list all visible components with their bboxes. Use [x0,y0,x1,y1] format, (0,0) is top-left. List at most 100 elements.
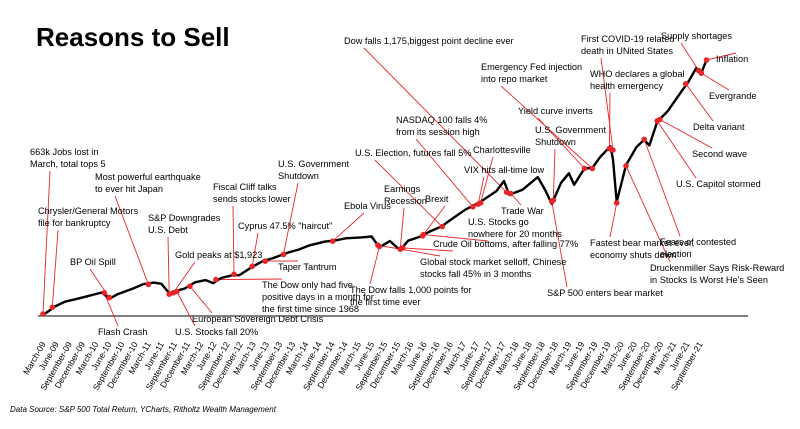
annotation-line: Fiscal Cliff talks [213,182,277,192]
annotation-label: Emergency Fed injection into repo market [481,62,582,84]
annotation-label: NASDAQ 100 falls 4% from its session high [396,115,487,137]
annotation-leader [608,92,611,149]
annotation-line: The Dow only had five [262,280,353,290]
annotation-label: Fastest bear market ever, economy shuts d… [590,238,694,260]
event-marker [420,231,427,238]
annotation-leader [659,119,713,149]
annotation-line: U.S. Government [535,125,606,135]
event-marker [654,118,660,124]
annotation-line: Inflation [716,54,748,64]
annotation-leader [625,165,671,263]
annotation-label: The Dow only had five positive days in a … [262,280,374,314]
annotation-leader [399,207,405,250]
annotation-label: Evergrande [709,91,757,101]
event-marker [231,271,237,278]
annotation-leader [477,176,485,205]
annotation-label: S&P 500 enters bear market [547,288,663,298]
annotation-leader [685,83,714,122]
event-marker [262,258,269,264]
annotation-line: First COVID-19 related [581,34,674,44]
event-marker [101,290,108,296]
annotation-line: WHO declares a global [590,69,684,79]
annotation-label: First COVID-19 related death in UNited St… [581,34,674,56]
annotation-leader [600,57,614,151]
annotation-leader [415,138,474,208]
annotation-label: Ebola Virus [344,201,391,211]
annotation-leader [402,247,454,252]
event-marker [606,145,613,152]
annotation-label: S&P Downgrades U.S. Debt [148,213,221,235]
annotation-line: Global stock market selloff, Chinese [420,257,566,267]
annotation-label: WHO declares a global health emergency [590,69,684,91]
annotation-label: U.S. Capitol stormed [676,179,761,189]
event-marker [49,304,56,311]
annotation-label: Charlottesville [473,145,531,155]
annotation-line: into repo market [481,74,548,84]
annotation-leader [172,261,196,294]
annotation-leader [552,148,556,201]
annotation-line: Crude Oil bottoms, after falling 77% [433,239,578,249]
annotation-line: U.S. Stocks fall 20% [175,327,258,337]
annotation-leader [282,182,299,255]
annotation-line: Trade War [501,206,544,216]
annotation-line: Emergency Fed injection [481,62,582,72]
annotation-line: Second wave [692,149,747,159]
annotation-label: Cyprus 47.5% "haircut" [238,221,332,231]
event-marker [503,189,510,196]
annotation-line: the first time since 1968 [262,304,359,314]
annotation-line: The Dow falls 1,000 points for [350,285,472,295]
annotation-leader [189,285,213,314]
event-marker [549,198,555,205]
annotation-line: Yield curve inverts [518,106,593,116]
annotation-leader [706,52,737,61]
event-marker [470,204,476,210]
annotation-line: Delta variant [693,122,745,132]
annotation-label: Inflation [716,54,748,64]
annotation-line: the first time ever [350,297,420,307]
event-marker [581,165,588,172]
annotation-line: Fears of contested [660,237,736,247]
annotation-leader [167,236,170,295]
annotation-label: U.S. Stocks fall 20% [175,327,258,337]
annotation-line: Taper Tantrum [278,262,337,272]
annotation-label: Yield curve inverts [518,106,593,116]
annotation-line: election [660,249,692,259]
annotation-line: file for bankruptcy [38,218,111,228]
event-marker [329,238,336,244]
annotation-label: U.S. Government Shutdown [278,159,349,181]
annotation-leader [423,234,489,242]
annotation-label: Delta variant [693,122,745,132]
annotation-leaders [42,42,737,327]
annotation-line: Charlottesville [473,145,531,155]
annotation-leader [369,246,380,285]
annotation-label: Crude Oil bottoms, after falling 77% [433,239,578,249]
annotation-leader [332,212,365,242]
event-marker [508,190,514,197]
annotation-line: Dow falls 1,175,biggest point decline ev… [344,36,514,46]
event-marker [698,70,705,76]
annotation-line: VIX hits all-time low [464,165,545,175]
chart-title: Reasons to Sell [36,22,230,52]
annotation-line: March, total tops 5 [30,159,106,169]
annotation-line: Evergrande [709,91,757,101]
annotation-label: U.S. Government Shutdown [535,125,606,147]
annotation-line: Recession [384,196,427,206]
event-marker [623,163,629,169]
annotation-line: Ebola Virus [344,201,391,211]
annotation-line: from its session high [396,127,480,137]
event-marker [641,136,647,143]
event-marker [280,251,287,258]
annotation-leader [232,205,235,275]
annotation-line: sends stocks lower [213,194,291,204]
annotation-leader [551,201,568,288]
annotation-line: Earnings [384,184,421,194]
annotation-leader [643,139,681,237]
annotation-line: U.S. Government [278,159,349,169]
event-marker [40,311,46,317]
annotation-line: Shutdown [278,171,319,181]
annotation-label: VIX hits all-time low [464,165,545,175]
annotation-label: Supply shortages [661,31,732,41]
annotation-leader [363,47,507,193]
annotation-label: Brexit [425,194,449,204]
